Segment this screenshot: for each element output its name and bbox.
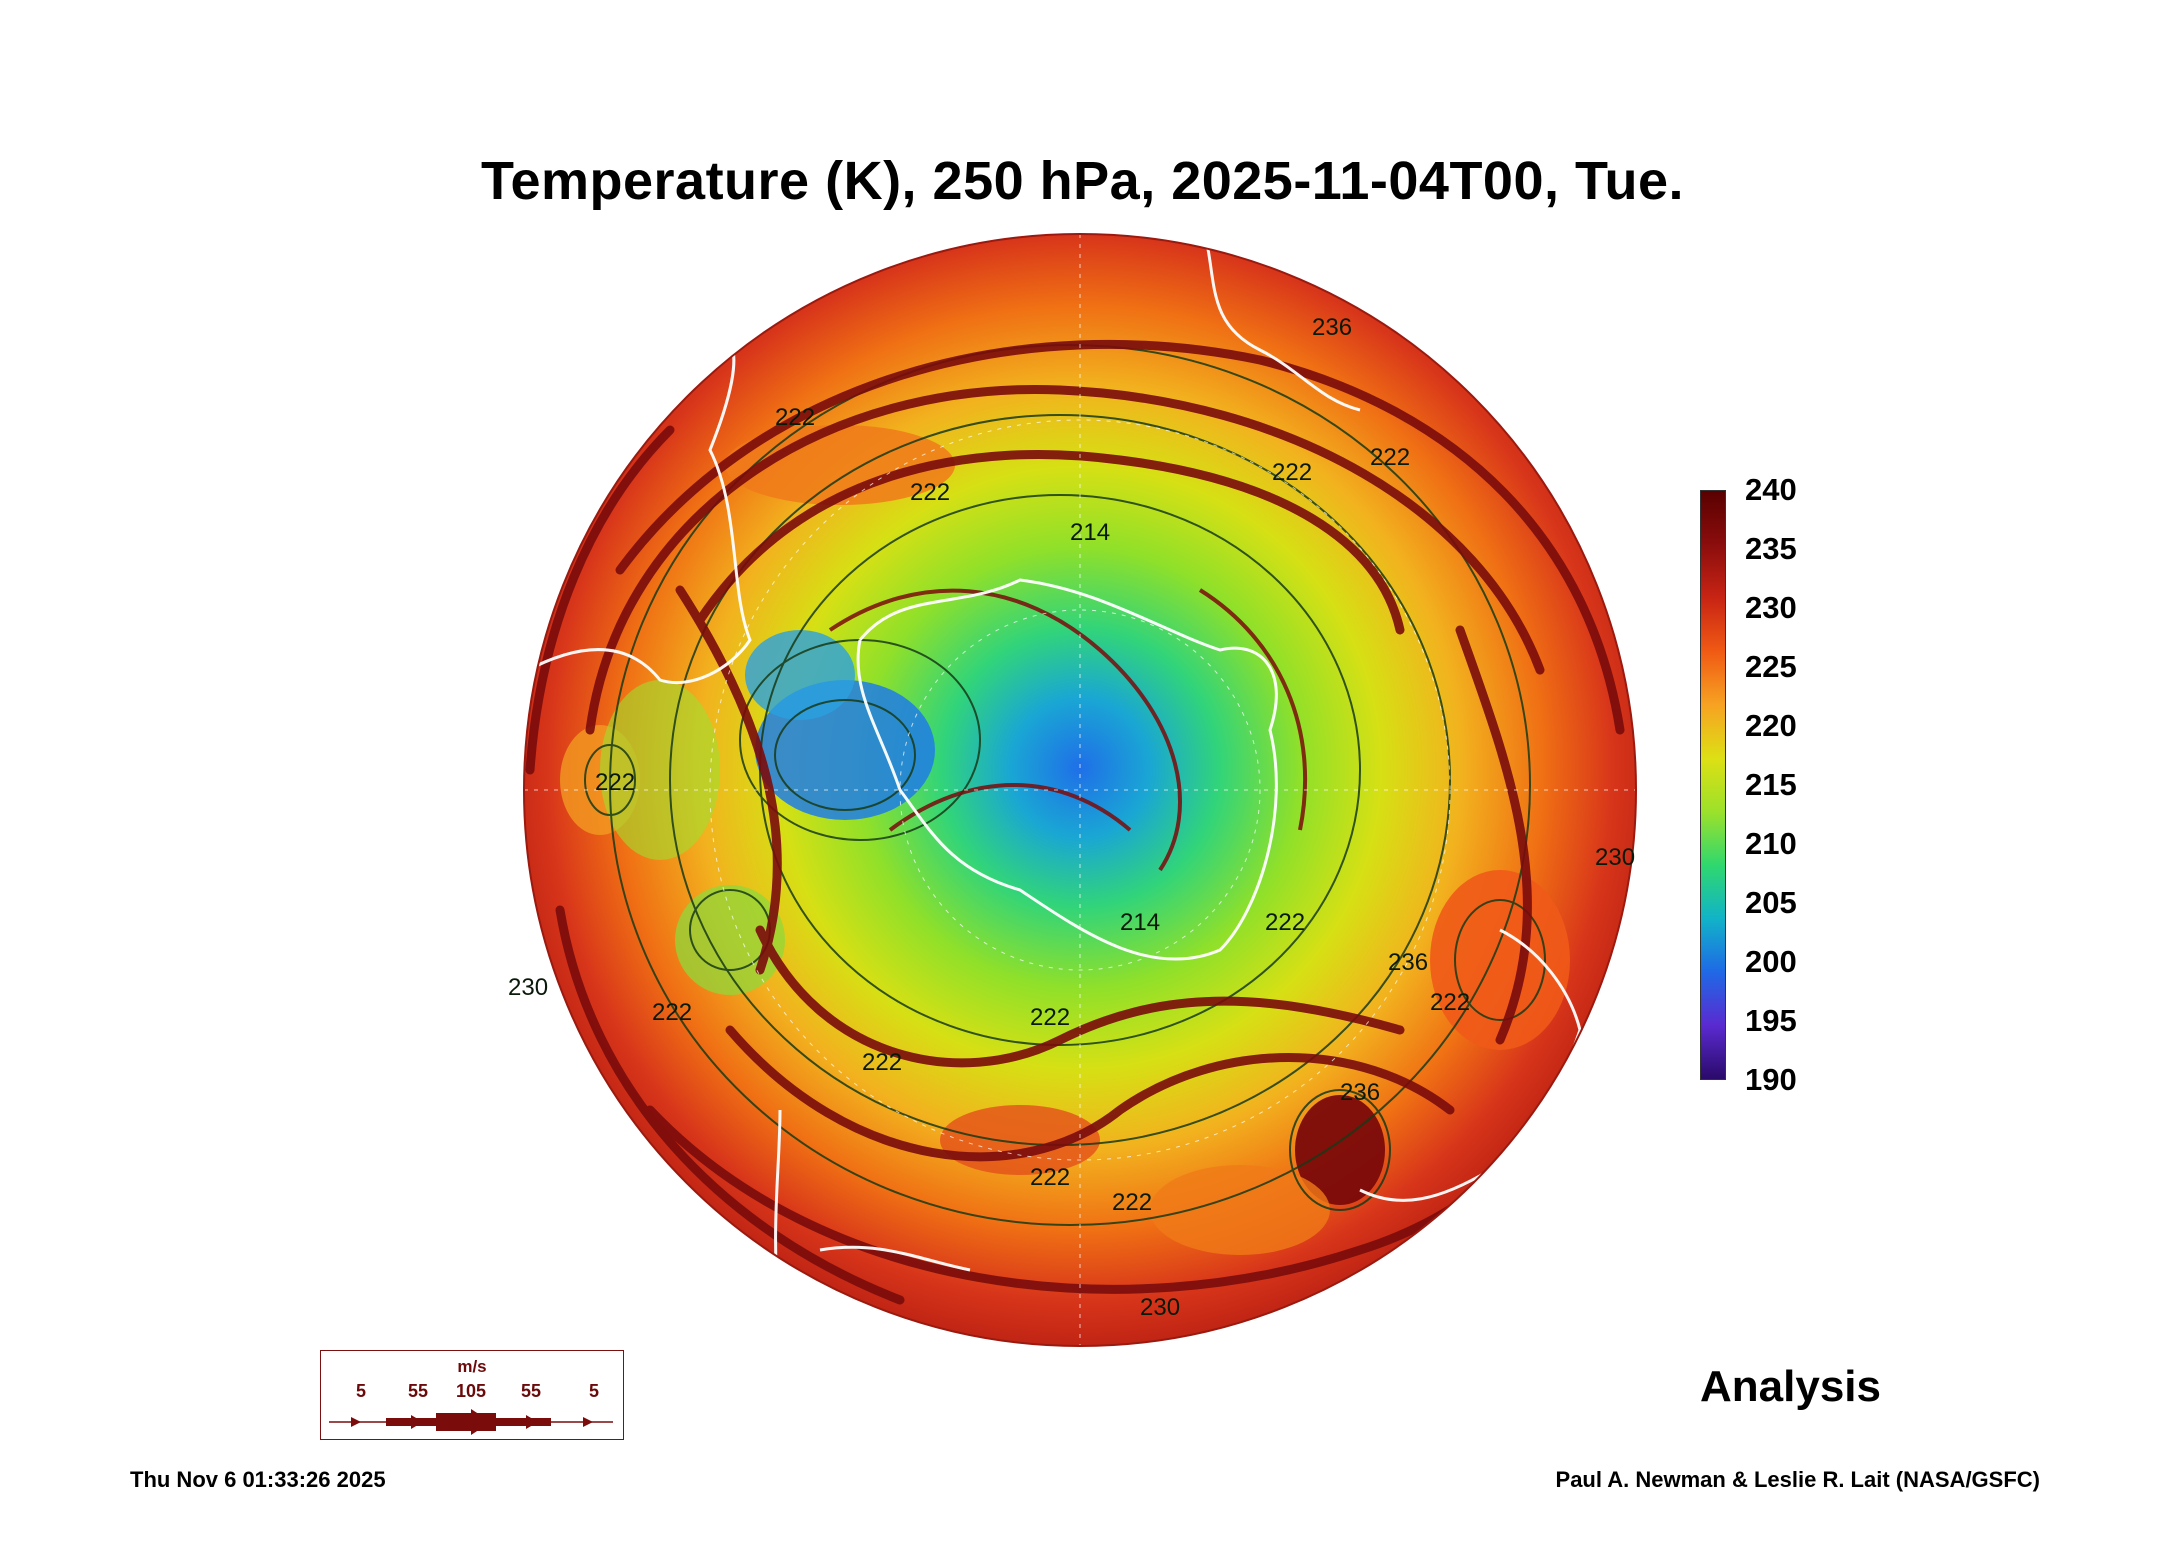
footer-credit: Paul A. Newman & Leslie R. Lait (NASA/GS… bbox=[1555, 1467, 2040, 1492]
wind-legend-speed: 55 bbox=[521, 1381, 542, 1401]
wind-legend-speed: 105 bbox=[456, 1381, 487, 1401]
colorbar-tick-label: 225 bbox=[1745, 649, 1797, 684]
coastline bbox=[1198, 234, 1361, 412]
colorbar-tick-label: 215 bbox=[1745, 767, 1797, 802]
polar-temperature-map: 236 222 222 222 214 222 222 222 222 214 … bbox=[508, 233, 1637, 1347]
contour-label: 214 bbox=[1070, 519, 1110, 546]
wind-legend-speed: 5 bbox=[589, 1381, 600, 1401]
warm-patch bbox=[725, 425, 955, 505]
wind-legend-speed: 55 bbox=[408, 1381, 429, 1401]
coastline bbox=[819, 1245, 971, 1272]
wind-legend-speed: 5 bbox=[356, 1381, 367, 1401]
wind-streamline bbox=[525, 425, 675, 775]
contour-label: 236 bbox=[1388, 949, 1428, 976]
contour-label: 222 bbox=[1272, 459, 1312, 486]
analysis-label: Analysis bbox=[1700, 1362, 1881, 1411]
colorbar-tick-label: 230 bbox=[1745, 590, 1797, 625]
colorbar-tick-label: 235 bbox=[1745, 531, 1797, 566]
contour-label: 214 bbox=[1120, 909, 1160, 936]
contour-label: 236 bbox=[1340, 1079, 1380, 1106]
temperature-colorbar bbox=[1700, 490, 1726, 1080]
colorbar-tick-label: 200 bbox=[1745, 944, 1797, 979]
contour-label: 222 bbox=[595, 769, 635, 796]
contour-label: 222 bbox=[1430, 989, 1470, 1016]
green-patch bbox=[600, 680, 720, 860]
wind-streamline bbox=[725, 1025, 1455, 1162]
wind-streamline bbox=[555, 905, 905, 1305]
wind-streamline bbox=[755, 925, 1405, 1068]
wind-streamline bbox=[828, 588, 1182, 872]
wind-streamline bbox=[1455, 625, 1532, 1045]
coastline bbox=[856, 578, 1278, 961]
hot-core bbox=[1295, 1095, 1385, 1205]
temp-contour bbox=[1454, 899, 1546, 1021]
map-edge bbox=[523, 233, 1637, 1347]
wind-streamline bbox=[888, 783, 1132, 832]
contour-label: 230 bbox=[1595, 844, 1635, 871]
contour-label: 222 bbox=[1030, 1164, 1070, 1191]
colorbar-tick-label: 195 bbox=[1745, 1003, 1797, 1038]
colorbar-tick-label: 190 bbox=[1745, 1062, 1797, 1097]
contour-label: 222 bbox=[1265, 909, 1305, 936]
wind-streamline bbox=[675, 585, 782, 975]
contour-label: 222 bbox=[1370, 444, 1410, 471]
temp-contour bbox=[774, 699, 916, 811]
wind-speed-legend: m/s 5 55 105 55 5 bbox=[320, 1350, 624, 1440]
colorbar-tick-label: 220 bbox=[1745, 708, 1797, 743]
footer-timestamp: Thu Nov 6 01:33:26 2025 bbox=[130, 1467, 386, 1492]
wind-legend-arrow bbox=[329, 1409, 613, 1435]
wind-streamline bbox=[615, 339, 1625, 735]
warm-patch bbox=[1150, 1165, 1330, 1255]
wind-streamline bbox=[695, 449, 1405, 635]
map-title: Temperature (K), 250 hPa, 2025-11-04T00,… bbox=[480, 151, 1684, 211]
latitude-circle bbox=[709, 419, 1451, 1161]
colorbar-tick-label: 240 bbox=[1745, 472, 1797, 507]
contour-label: 222 bbox=[1030, 1004, 1070, 1031]
colorbar-tick-label: 205 bbox=[1745, 885, 1797, 920]
colorbar-tick-label: 210 bbox=[1745, 826, 1797, 861]
contour-label: 230 bbox=[508, 974, 548, 1001]
contour-label: 236 bbox=[1312, 314, 1352, 341]
contour-label: 222 bbox=[652, 999, 692, 1026]
cold-core bbox=[745, 630, 855, 720]
contour-label: 222 bbox=[862, 1049, 902, 1076]
contour-label: 222 bbox=[1112, 1189, 1152, 1216]
warm-patch bbox=[1430, 870, 1570, 1050]
latitude-circle bbox=[899, 609, 1261, 971]
wind-streamline bbox=[585, 384, 1545, 735]
contour-label: 230 bbox=[1140, 1294, 1180, 1321]
temp-contour bbox=[584, 744, 636, 816]
wind-legend-unit: m/s bbox=[457, 1357, 487, 1376]
wind-streamline bbox=[1198, 588, 1308, 831]
coastline bbox=[524, 339, 752, 685]
contour-label: 222 bbox=[910, 479, 950, 506]
temp-contour bbox=[1289, 1089, 1391, 1211]
contour-label: 222 bbox=[775, 404, 815, 431]
